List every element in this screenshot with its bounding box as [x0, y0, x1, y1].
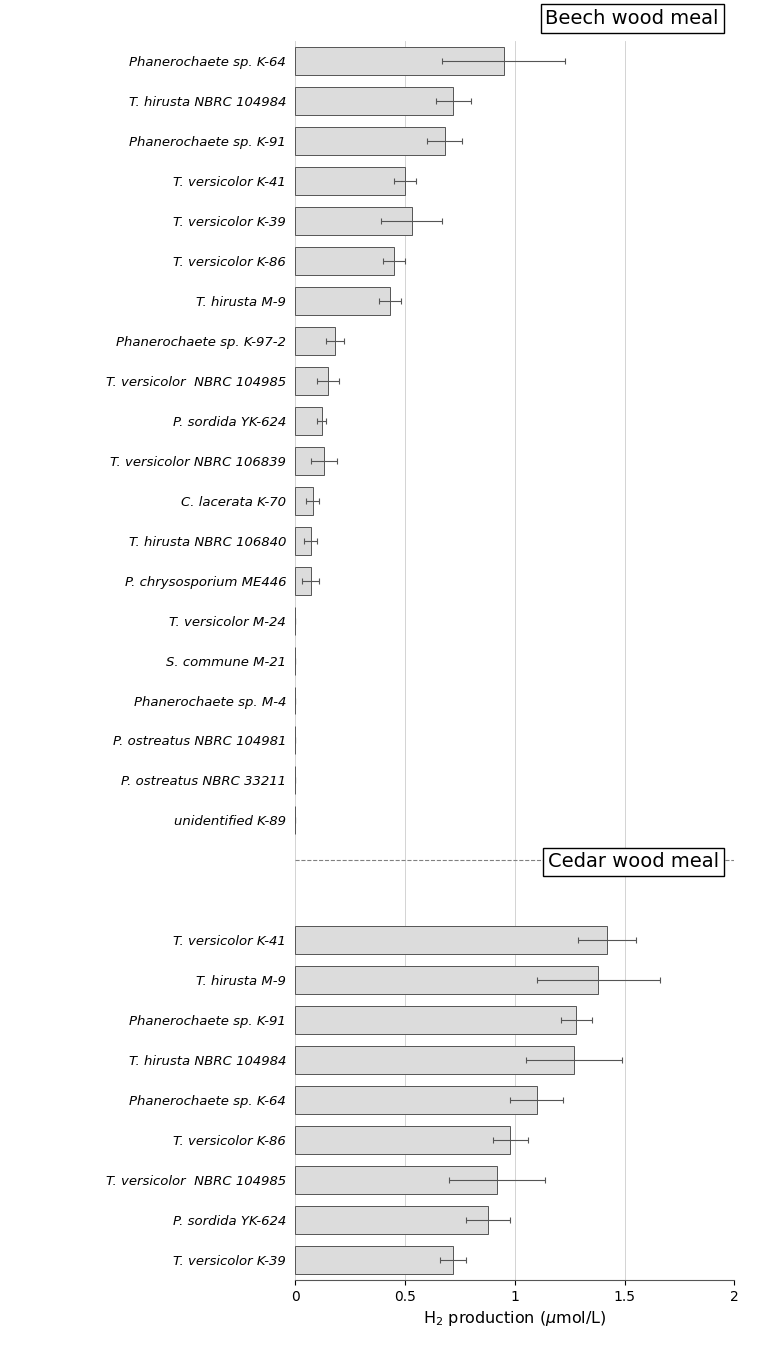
Bar: [295, 1127, 510, 1154]
Bar: [295, 927, 607, 954]
Bar: [295, 167, 405, 194]
Bar: [295, 446, 324, 475]
Text: Beech wood meal: Beech wood meal: [546, 10, 719, 29]
Bar: [295, 567, 310, 594]
Bar: [295, 1006, 576, 1034]
Bar: [295, 1086, 537, 1114]
Bar: [295, 246, 394, 275]
Bar: [295, 1206, 488, 1233]
Bar: [295, 127, 444, 155]
Bar: [295, 1246, 453, 1275]
Bar: [295, 367, 329, 394]
Text: Cedar wood meal: Cedar wood meal: [548, 853, 719, 872]
Bar: [295, 47, 504, 75]
Bar: [295, 527, 310, 554]
Bar: [295, 487, 313, 515]
X-axis label: H$_2$ production ($\mu$mol/L): H$_2$ production ($\mu$mol/L): [423, 1309, 606, 1328]
Bar: [295, 1046, 574, 1075]
Bar: [295, 287, 390, 315]
Bar: [295, 407, 322, 435]
Bar: [295, 327, 335, 355]
Bar: [295, 88, 453, 115]
Bar: [295, 207, 412, 235]
Bar: [295, 967, 598, 994]
Bar: [295, 1166, 497, 1194]
